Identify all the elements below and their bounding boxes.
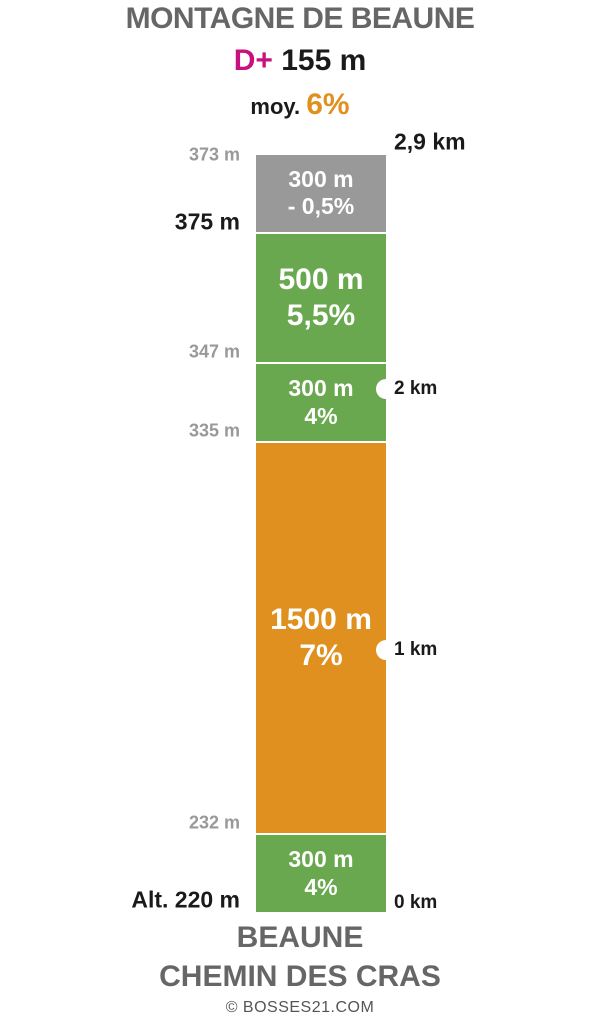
start-place-line1: BEAUNE	[236, 921, 364, 954]
altitude-label: Alt. 220 m	[131, 886, 240, 913]
segment-length: 500 m	[278, 262, 364, 296]
profile-segment: 300 m 4%	[256, 835, 386, 912]
copyright: © BOSSES21.COM	[225, 999, 375, 1016]
distance-marker: 2,9 km	[394, 128, 466, 155]
segment-grade: 4%	[304, 402, 338, 429]
segment-grade: - 0,5%	[287, 193, 355, 220]
segment-length: 300 m	[288, 165, 354, 192]
segment-length: 300 m	[288, 375, 354, 402]
segment-grade: 7%	[299, 639, 343, 673]
profile-segment: 500 m 5,5%	[256, 233, 386, 363]
segment-length: 1500 m	[270, 603, 372, 637]
distance-notch	[376, 640, 396, 661]
altitude-label: 335 m	[188, 420, 240, 441]
distance-marker: 2 km	[394, 377, 438, 399]
altitude-label: 375 m	[174, 208, 240, 235]
start-place-line2: CHEMIN DES CRAS	[159, 960, 441, 993]
altitude-label: 232 m	[188, 812, 240, 833]
segment-length: 300 m	[288, 846, 354, 873]
profile-segment: 1500 m 7%	[256, 442, 386, 834]
profile-segment: 300 m- 0,5%	[256, 155, 386, 232]
climb-title: MONTAGNE DE BEAUNE	[125, 2, 475, 35]
distance-marker: 1 km	[394, 639, 438, 661]
average-label: moy.	[250, 94, 301, 119]
dplus-value: 155 m	[281, 44, 367, 77]
distance-marker: 0 km	[394, 892, 438, 913]
elevation-gain: D+ 155 m	[0, 44, 600, 78]
average-value: 6%	[306, 88, 350, 121]
distance-notch	[376, 378, 396, 399]
profile-segment: 300 m 4%	[256, 364, 386, 441]
dplus-label: D+	[233, 44, 273, 77]
segment-grade: 4%	[304, 873, 338, 900]
altitude-label: 373 m	[188, 144, 240, 165]
average-grade: moy. 6%	[0, 88, 600, 122]
altitude-label: 347 m	[188, 341, 240, 362]
segment-grade: 5,5%	[286, 298, 356, 332]
